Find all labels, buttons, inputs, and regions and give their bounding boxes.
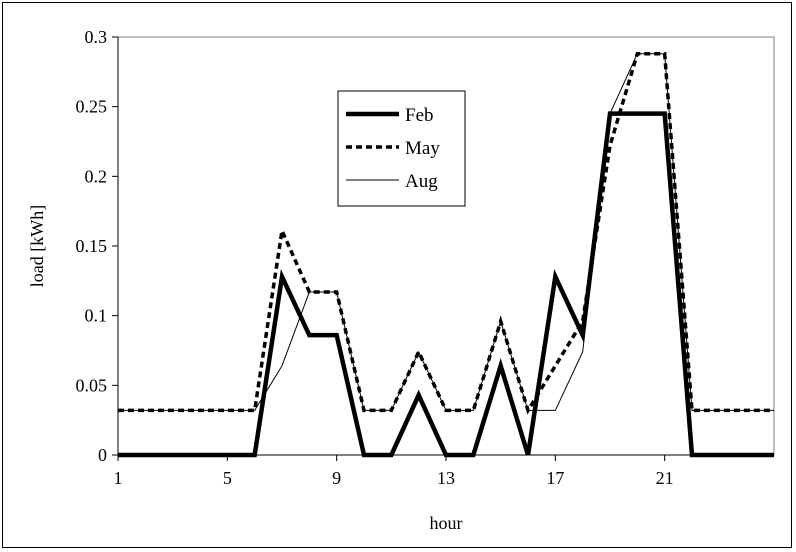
series-line-feb (118, 111, 774, 458)
series-lines (118, 51, 774, 458)
y-tick-label: 0.2 (85, 166, 108, 186)
y-tick-label: 0.15 (76, 236, 108, 256)
x-tick-label: 1 (114, 468, 123, 488)
legend-label-aug: Aug (405, 171, 438, 192)
y-tick-label: 0.05 (76, 375, 108, 395)
load-chart: 0 0.05 0.1 0.15 0.2 0.25 0.3 1 5 9 13 17 21 hour lo… (27, 27, 775, 533)
x-tick-labels: 1 5 9 13 17 21 (114, 468, 674, 488)
x-tick-label: 17 (546, 468, 564, 488)
series-line-may (118, 51, 774, 415)
y-tick-label: 0.1 (85, 306, 108, 326)
x-tick-label: 21 (656, 468, 674, 488)
x-tick-label: 9 (332, 468, 341, 488)
x-axis-title: hour (430, 513, 463, 533)
legend-label-may: May (405, 138, 440, 159)
y-axis-title: load [kWh] (27, 205, 47, 287)
legend-label-feb: Feb (405, 105, 434, 126)
y-tick-label: 0 (98, 445, 107, 465)
y-tick-label: 0.25 (76, 97, 108, 117)
y-tick-label: 0.3 (85, 27, 108, 47)
x-tick-label: 5 (223, 468, 232, 488)
x-tick-label: 13 (437, 468, 455, 488)
y-tick-labels: 0 0.05 0.1 0.15 0.2 0.25 0.3 (76, 27, 108, 465)
legend: Feb May Aug (337, 90, 466, 207)
